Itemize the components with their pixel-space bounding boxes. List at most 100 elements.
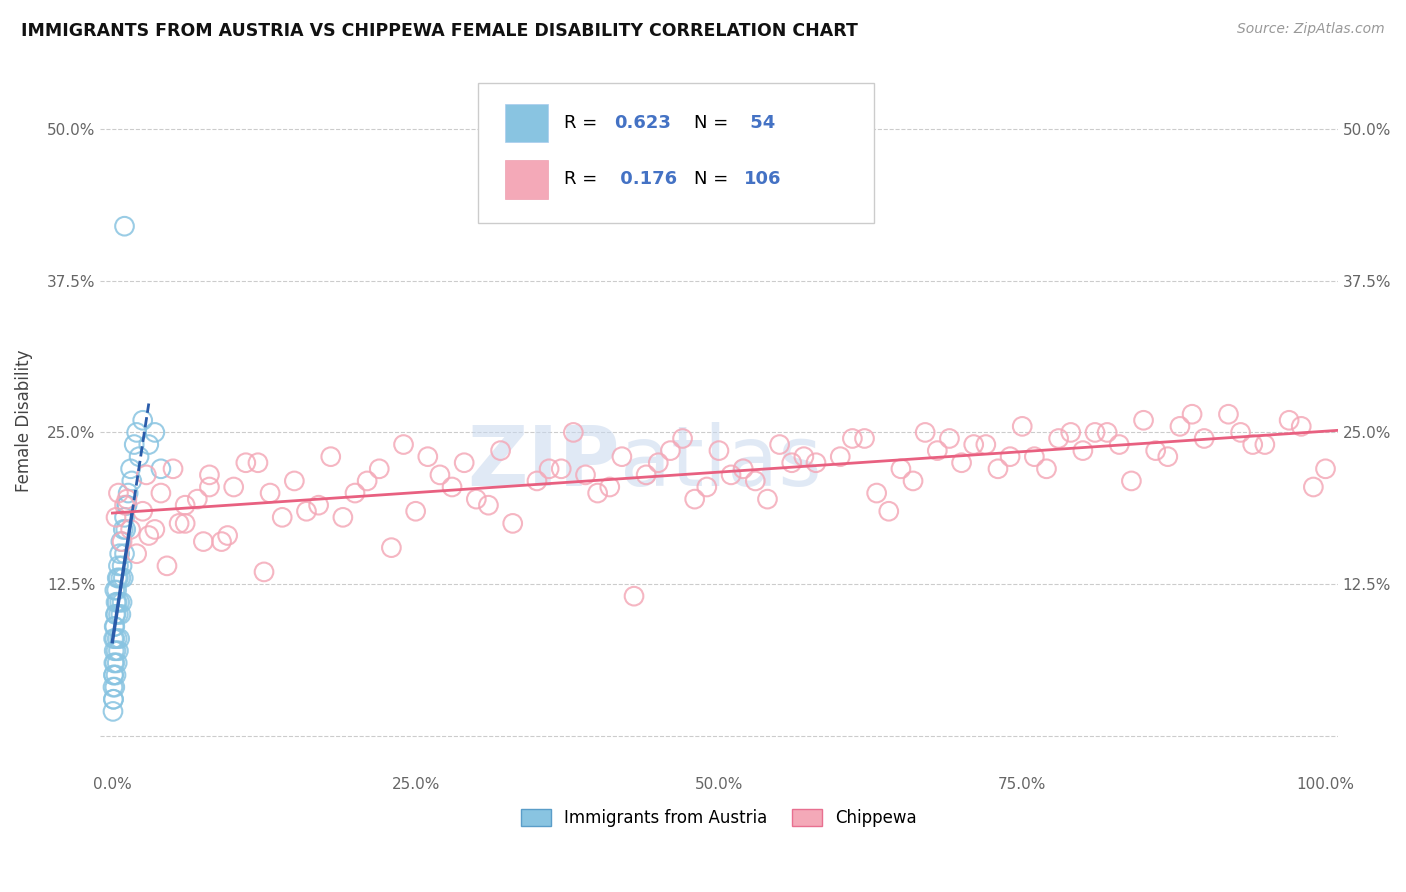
Point: [111, 595, 134, 609]
Point: [103, 619, 125, 633]
Point: [1278, 413, 1301, 427]
Point: [114, 547, 136, 561]
Point: [104, 680, 127, 694]
Point: [1047, 432, 1070, 446]
Point: [101, 705, 124, 719]
Point: [610, 450, 633, 464]
Point: [1132, 413, 1154, 427]
Point: [416, 450, 439, 464]
Point: [110, 607, 132, 622]
Point: [1302, 480, 1324, 494]
Point: [830, 450, 852, 464]
Point: [108, 632, 131, 646]
Text: Source: ZipAtlas.com: Source: ZipAtlas.com: [1237, 22, 1385, 37]
Point: [105, 595, 128, 609]
Point: [107, 486, 129, 500]
Point: [253, 565, 276, 579]
Point: [143, 523, 166, 537]
Point: [105, 607, 128, 622]
Point: [111, 558, 134, 573]
Point: [441, 480, 464, 494]
Point: [380, 541, 402, 555]
Point: [1060, 425, 1083, 440]
Point: [974, 437, 997, 451]
Point: [853, 432, 876, 446]
Point: [138, 437, 160, 451]
Point: [198, 480, 221, 494]
Point: [174, 498, 197, 512]
Point: [1095, 425, 1118, 440]
Point: [121, 474, 143, 488]
Y-axis label: Female Disability: Female Disability: [15, 349, 32, 491]
Point: [162, 462, 184, 476]
Legend: Immigrants from Austria, Chippewa: Immigrants from Austria, Chippewa: [515, 803, 924, 834]
Point: [890, 462, 912, 476]
Point: [938, 432, 960, 446]
Point: [271, 510, 294, 524]
Point: [866, 486, 889, 500]
Point: [368, 462, 391, 476]
Point: [104, 656, 127, 670]
Point: [132, 413, 155, 427]
Point: [122, 437, 145, 451]
Point: [1108, 437, 1130, 451]
Point: [110, 534, 132, 549]
Point: [108, 595, 131, 609]
Point: [1229, 425, 1251, 440]
Point: [149, 486, 172, 500]
Point: [149, 462, 172, 476]
Text: N =: N =: [695, 170, 734, 188]
Point: [756, 492, 779, 507]
Point: [308, 498, 330, 512]
Point: [1289, 419, 1312, 434]
Point: [110, 571, 132, 585]
Point: [477, 498, 499, 512]
Point: [217, 528, 239, 542]
Point: [465, 492, 488, 507]
Point: [103, 668, 125, 682]
Point: [211, 534, 233, 549]
Point: [636, 467, 658, 482]
Point: [167, 516, 190, 531]
Text: N =: N =: [695, 113, 734, 132]
Point: [1315, 462, 1337, 476]
Point: [112, 571, 135, 585]
Point: [107, 607, 129, 622]
Point: [105, 571, 128, 585]
Point: [101, 680, 124, 694]
Point: [246, 456, 269, 470]
Point: [623, 589, 645, 603]
Point: [104, 632, 127, 646]
Point: [105, 668, 128, 682]
Text: R =: R =: [564, 113, 603, 132]
Point: [103, 692, 125, 706]
Point: [550, 462, 572, 476]
FancyBboxPatch shape: [478, 83, 873, 223]
Point: [105, 644, 128, 658]
Point: [132, 504, 155, 518]
Text: ZIP: ZIP: [467, 422, 620, 503]
Point: [125, 547, 148, 561]
Point: [599, 480, 621, 494]
Point: [343, 486, 366, 500]
Point: [104, 607, 127, 622]
Point: [793, 450, 815, 464]
Point: [429, 467, 451, 482]
Point: [107, 571, 129, 585]
Point: [103, 644, 125, 658]
Point: [115, 498, 138, 512]
Point: [671, 432, 693, 446]
Text: IMMIGRANTS FROM AUSTRIA VS CHIPPEWA FEMALE DISABILITY CORRELATION CHART: IMMIGRANTS FROM AUSTRIA VS CHIPPEWA FEMA…: [21, 22, 858, 40]
Point: [841, 432, 863, 446]
Point: [319, 450, 342, 464]
Point: [963, 437, 986, 451]
Point: [1254, 437, 1277, 451]
Point: [222, 480, 245, 494]
Point: [174, 516, 197, 531]
Point: [138, 528, 160, 542]
Point: [696, 480, 718, 494]
Point: [914, 425, 936, 440]
Point: [1035, 462, 1057, 476]
Point: [105, 510, 128, 524]
Point: [104, 583, 127, 598]
